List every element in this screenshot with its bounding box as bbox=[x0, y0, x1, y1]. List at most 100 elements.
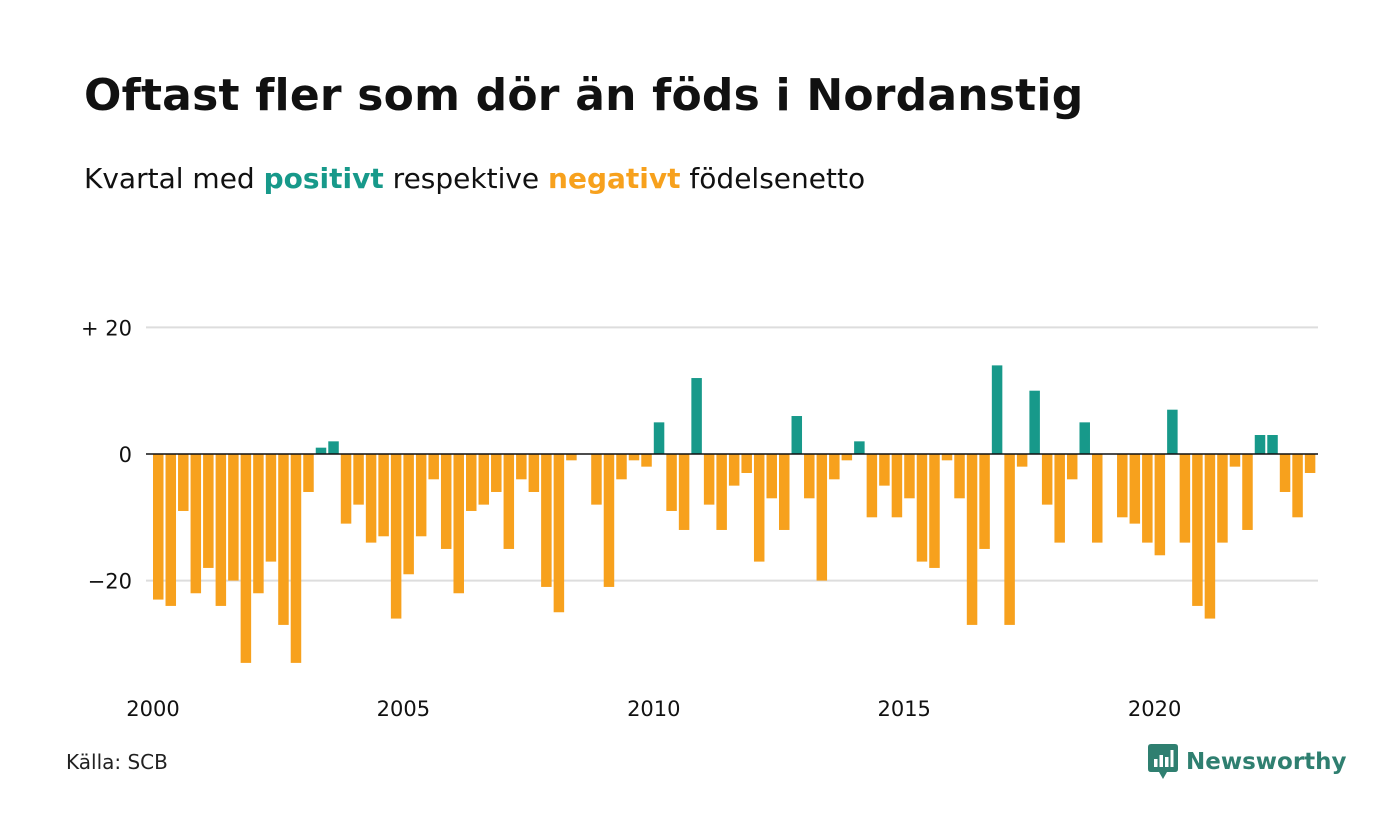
bar-2001-Q1 bbox=[203, 454, 214, 568]
bar-2003-Q1 bbox=[303, 454, 314, 492]
x-tick-label: 2015 bbox=[877, 697, 930, 721]
bar-2017-Q3 bbox=[1029, 390, 1040, 454]
bar-2018-Q1 bbox=[1054, 454, 1065, 543]
bar-2011-Q4 bbox=[741, 454, 752, 473]
bar-2021-Q1 bbox=[1204, 454, 1216, 619]
bar-2016-Q4 bbox=[991, 365, 1003, 454]
bar-2011-Q3 bbox=[728, 454, 740, 486]
bar-2019-Q2 bbox=[1117, 454, 1128, 518]
bar-2000-Q3 bbox=[178, 454, 189, 511]
bar-2006-Q4 bbox=[491, 454, 502, 492]
bar-2012-Q3 bbox=[779, 454, 790, 530]
bar-2000-Q2 bbox=[165, 454, 177, 606]
x-tick-label: 2010 bbox=[627, 697, 680, 721]
bar-2005-Q2 bbox=[415, 454, 427, 537]
bar-2015-Q3 bbox=[929, 454, 940, 568]
bar-2003-Q3 bbox=[328, 441, 339, 454]
bar-2002-Q2 bbox=[265, 454, 277, 562]
bar-2017-Q1 bbox=[1004, 454, 1015, 625]
bar-2023-Q1 bbox=[1304, 454, 1316, 473]
bar-2008-Q2 bbox=[566, 454, 577, 461]
bar-2001-Q3 bbox=[228, 454, 239, 581]
bar-2022-Q1 bbox=[1254, 435, 1266, 454]
bar-2002-Q4 bbox=[290, 454, 302, 663]
bar-2013-Q2 bbox=[816, 454, 828, 581]
bar-2014-Q2 bbox=[866, 454, 878, 518]
bar-2001-Q4 bbox=[240, 454, 252, 663]
bar-2022-Q4 bbox=[1292, 454, 1303, 518]
bar-2021-Q2 bbox=[1217, 454, 1228, 543]
x-tick-label: 2005 bbox=[377, 697, 430, 721]
y-tick-label: −20 bbox=[88, 570, 132, 594]
bar-2005-Q1 bbox=[403, 454, 414, 575]
bar-2001-Q2 bbox=[215, 454, 227, 606]
bar-2008-Q1 bbox=[553, 454, 565, 613]
bar-2010-Q1 bbox=[653, 422, 665, 454]
bar-2000-Q4 bbox=[190, 454, 202, 594]
x-tick-label: 2000 bbox=[126, 697, 179, 721]
bar-2018-Q3 bbox=[1079, 422, 1090, 454]
bar-2022-Q2 bbox=[1267, 435, 1278, 454]
bar-2016-Q2 bbox=[966, 454, 978, 625]
bar-2006-Q2 bbox=[466, 454, 477, 511]
bar-2020-Q4 bbox=[1192, 454, 1203, 606]
bar-2011-Q2 bbox=[716, 454, 727, 530]
bar-2000-Q1 bbox=[153, 454, 164, 600]
bar-2012-Q1 bbox=[753, 454, 765, 562]
bar-2009-Q4 bbox=[641, 454, 652, 467]
bar-2005-Q3 bbox=[428, 454, 439, 480]
source-note: Källa: SCB bbox=[66, 750, 168, 774]
bar-2007-Q4 bbox=[541, 454, 552, 587]
bar-2018-Q4 bbox=[1092, 454, 1103, 543]
bar-2015-Q1 bbox=[904, 454, 915, 499]
bar-2002-Q3 bbox=[278, 454, 289, 625]
bar-2013-Q4 bbox=[841, 454, 853, 461]
bar-2015-Q4 bbox=[941, 454, 953, 461]
bar-2016-Q1 bbox=[954, 454, 965, 499]
subtitle-positive-word: positivt bbox=[263, 162, 384, 195]
bar-2010-Q2 bbox=[666, 454, 677, 511]
y-tick-label: + 20 bbox=[81, 316, 132, 340]
bar-2010-Q4 bbox=[691, 378, 702, 454]
bar-2020-Q2 bbox=[1167, 409, 1178, 454]
bar-2013-Q1 bbox=[804, 454, 815, 499]
bar-2009-Q2 bbox=[616, 454, 627, 480]
x-tick-label: 2020 bbox=[1128, 697, 1181, 721]
bar-2011-Q1 bbox=[703, 454, 715, 505]
bar-2021-Q3 bbox=[1229, 454, 1241, 467]
subtitle-suffix: födelsenetto bbox=[680, 162, 866, 195]
subtitle-prefix: Kvartal med bbox=[84, 162, 264, 195]
bar-2009-Q3 bbox=[628, 454, 640, 461]
bar-2017-Q4 bbox=[1041, 454, 1053, 505]
bar-2019-Q3 bbox=[1129, 454, 1141, 524]
bar-2021-Q4 bbox=[1242, 454, 1253, 530]
bar-2012-Q4 bbox=[791, 416, 803, 454]
bar-2015-Q2 bbox=[916, 454, 928, 562]
y-axis: + 20 0 −20 bbox=[81, 316, 132, 593]
bar-2016-Q3 bbox=[979, 454, 990, 549]
bar-2012-Q2 bbox=[766, 454, 777, 499]
bar-2010-Q3 bbox=[678, 454, 690, 530]
bar-2008-Q4 bbox=[591, 454, 602, 505]
chart-subtitle: Kvartal med positivt respektive negativt… bbox=[84, 162, 865, 195]
subtitle-negative-word: negativt bbox=[548, 162, 681, 195]
brand-name: Newsworthy bbox=[1186, 749, 1347, 775]
bar-2017-Q2 bbox=[1016, 454, 1028, 467]
brand-logo: Newsworthy bbox=[1148, 744, 1347, 780]
bar-2014-Q4 bbox=[891, 454, 903, 518]
bar-2003-Q2 bbox=[315, 447, 327, 454]
bar-2006-Q3 bbox=[478, 454, 490, 505]
gridlines bbox=[146, 326, 1318, 582]
bar-chart: + 20 0 −20 2000 2005 2010 2015 2020 bbox=[81, 316, 1318, 721]
bar-2004-Q4 bbox=[390, 454, 402, 619]
bar-2007-Q3 bbox=[528, 454, 540, 492]
subtitle-middle: respektive bbox=[383, 162, 549, 195]
bar-2022-Q3 bbox=[1279, 454, 1291, 492]
y-tick-label: 0 bbox=[119, 443, 132, 467]
bar-2002-Q1 bbox=[253, 454, 264, 594]
bar-2019-Q4 bbox=[1142, 454, 1153, 543]
bar-2004-Q1 bbox=[353, 454, 364, 505]
chart-title: Oftast fler som dör än föds i Nordanstig bbox=[84, 70, 1084, 121]
newsworthy-logo-icon bbox=[1148, 744, 1178, 779]
bar-2005-Q4 bbox=[440, 454, 452, 549]
